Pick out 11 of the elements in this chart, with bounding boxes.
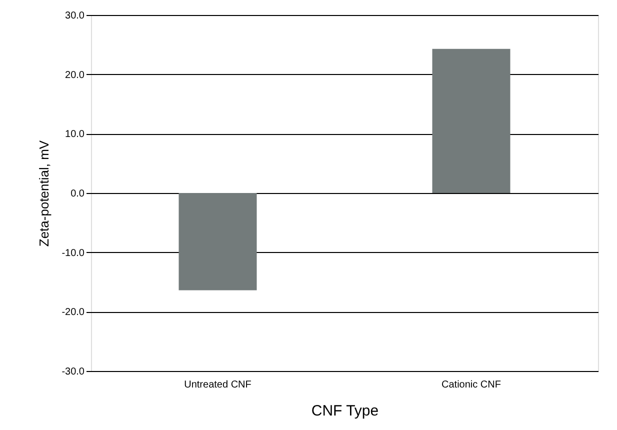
x-tick-label: Cationic CNF bbox=[442, 380, 501, 390]
y-axis-title: Zeta-potential, mV bbox=[36, 140, 52, 247]
y-tick-label: 30.0 bbox=[65, 10, 85, 22]
y-tick-label: 10.0 bbox=[65, 129, 85, 140]
x-tick-label: Untreated CNF bbox=[184, 380, 252, 390]
y-tick-label: 0.0 bbox=[70, 188, 85, 200]
y-tick-label: -10.0 bbox=[62, 248, 85, 259]
y-tick-label: 20.0 bbox=[65, 70, 85, 81]
x-axis-title: CNF Type bbox=[311, 402, 379, 420]
y-tick-label: -20.0 bbox=[62, 307, 85, 318]
y-tick-label: -30.0 bbox=[62, 366, 85, 378]
